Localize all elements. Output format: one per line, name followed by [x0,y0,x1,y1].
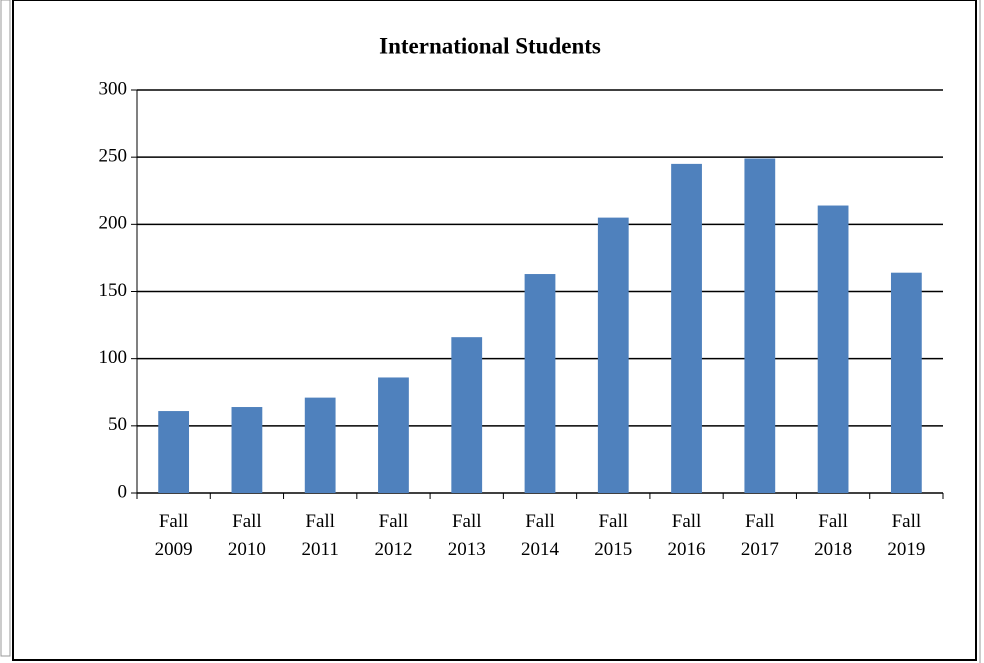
x-tick-label: Fall 2017 [741,511,779,560]
y-tick-label: 250 [99,146,128,167]
bar [304,397,336,493]
x-tick-label: Fall 2011 [302,511,339,560]
x-tick-label: Fall 2018 [814,511,852,560]
x-tick-label: Fall 2019 [887,511,925,560]
side-frame [0,0,11,657]
y-tick-label: 200 [99,213,128,234]
bar [524,274,556,493]
x-tick-label: Fall 2014 [521,511,560,560]
bar [744,158,776,493]
bar [671,163,702,493]
chart-frame [12,0,977,661]
y-tick-label: 300 [99,78,128,99]
x-tick-label: Fall 2016 [668,511,706,560]
x-tick-label: Fall 2012 [374,511,412,560]
y-tick-label: 100 [99,347,128,368]
chart-title: International Students [379,33,601,58]
x-tick-label: Fall 2010 [228,511,266,560]
bar [597,217,629,493]
y-tick-label: 0 [118,481,128,502]
x-tick-label: Fall 2009 [155,511,193,560]
bar [158,411,190,493]
x-tick-label: Fall 2015 [594,511,632,560]
bar [890,272,922,493]
x-tick-label: Fall 2013 [448,511,486,560]
bar [451,337,483,493]
bar [817,205,849,493]
bar [231,407,263,493]
y-tick-label: 150 [99,280,128,301]
y-tick-label: 50 [108,414,127,435]
bar [378,377,409,493]
